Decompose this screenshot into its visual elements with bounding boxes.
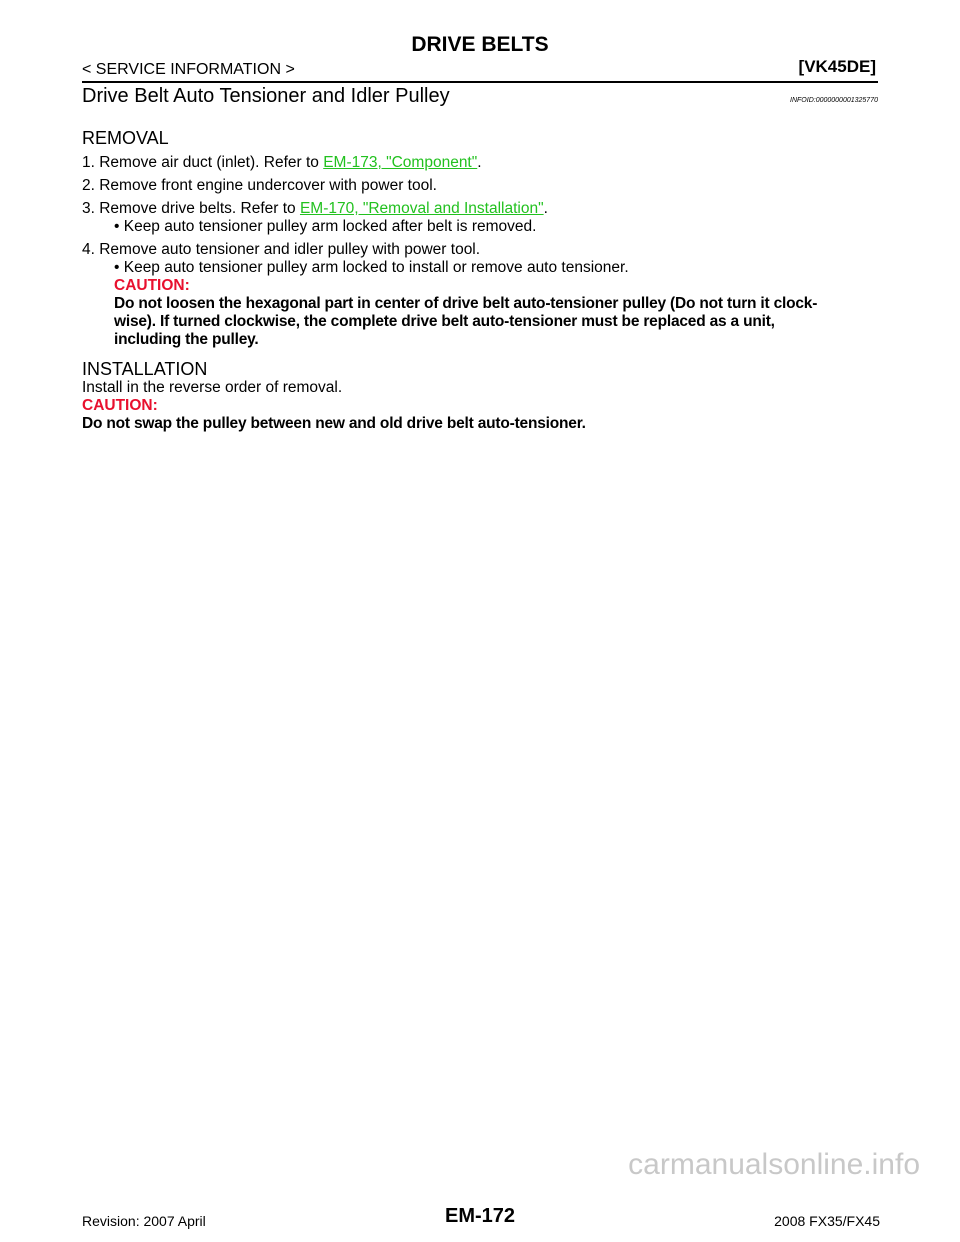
removal-step-1: 1. Remove air duct (inlet). Refer to EM-… bbox=[82, 154, 878, 172]
link-em-173-component[interactable]: EM-173, "Component" bbox=[323, 154, 478, 171]
removal-caution-label: CAUTION: bbox=[114, 277, 190, 294]
installation-heading: INSTALLATION bbox=[82, 359, 208, 379]
step-end: . bbox=[477, 154, 482, 171]
footer-revision: Revision: 2007 April bbox=[82, 1213, 206, 1229]
link-em-170-removal-installation[interactable]: EM-170, "Removal and Installation" bbox=[299, 200, 544, 217]
removal-caution-line-3: including the pulley. bbox=[114, 331, 259, 348]
step-end: . bbox=[543, 200, 548, 217]
watermark: carmanualsonline.info bbox=[628, 1148, 920, 1181]
installation-caution-text: Do not swap the pulley between new and o… bbox=[82, 415, 586, 432]
footer-model: 2008 FX35/FX45 bbox=[774, 1213, 880, 1229]
step-text: 3. Remove drive belts. Refer to bbox=[82, 200, 300, 217]
removal-step-4: 4. Remove auto tensioner and idler pulle… bbox=[82, 241, 481, 258]
removal-step-3-note: • Keep auto tensioner pulley arm locked … bbox=[114, 218, 537, 235]
installation-caution-label: CAUTION: bbox=[82, 397, 158, 414]
document-body: REMOVAL 1. Remove air duct (inlet). Refe… bbox=[82, 128, 878, 433]
page-title: DRIVE BELTS bbox=[411, 33, 549, 56]
removal-step-4-note: • Keep auto tensioner pulley arm locked … bbox=[114, 259, 629, 276]
removal-heading: REMOVAL bbox=[82, 128, 169, 148]
section-heading: Drive Belt Auto Tensioner and Idler Pull… bbox=[82, 85, 450, 107]
removal-caution-line-2: wise). If turned clockwise, the complete… bbox=[114, 313, 775, 330]
footer-page-number: EM-172 bbox=[444, 1205, 516, 1227]
info-id: INFOID:0000000001325770 bbox=[790, 97, 878, 104]
step-text: 1. Remove air duct (inlet). Refer to bbox=[82, 154, 324, 171]
removal-step-2: 2. Remove front engine undercover with p… bbox=[82, 177, 437, 194]
header-rule bbox=[82, 81, 878, 83]
section-label: < SERVICE INFORMATION > bbox=[82, 61, 295, 78]
removal-caution-line-1: Do not loosen the hexagonal part in cent… bbox=[114, 295, 818, 312]
removal-step-3: 3. Remove drive belts. Refer to EM-170, … bbox=[82, 200, 878, 218]
model-code: [VK45DE] bbox=[798, 57, 876, 76]
installation-text: Install in the reverse order of removal. bbox=[82, 379, 343, 396]
